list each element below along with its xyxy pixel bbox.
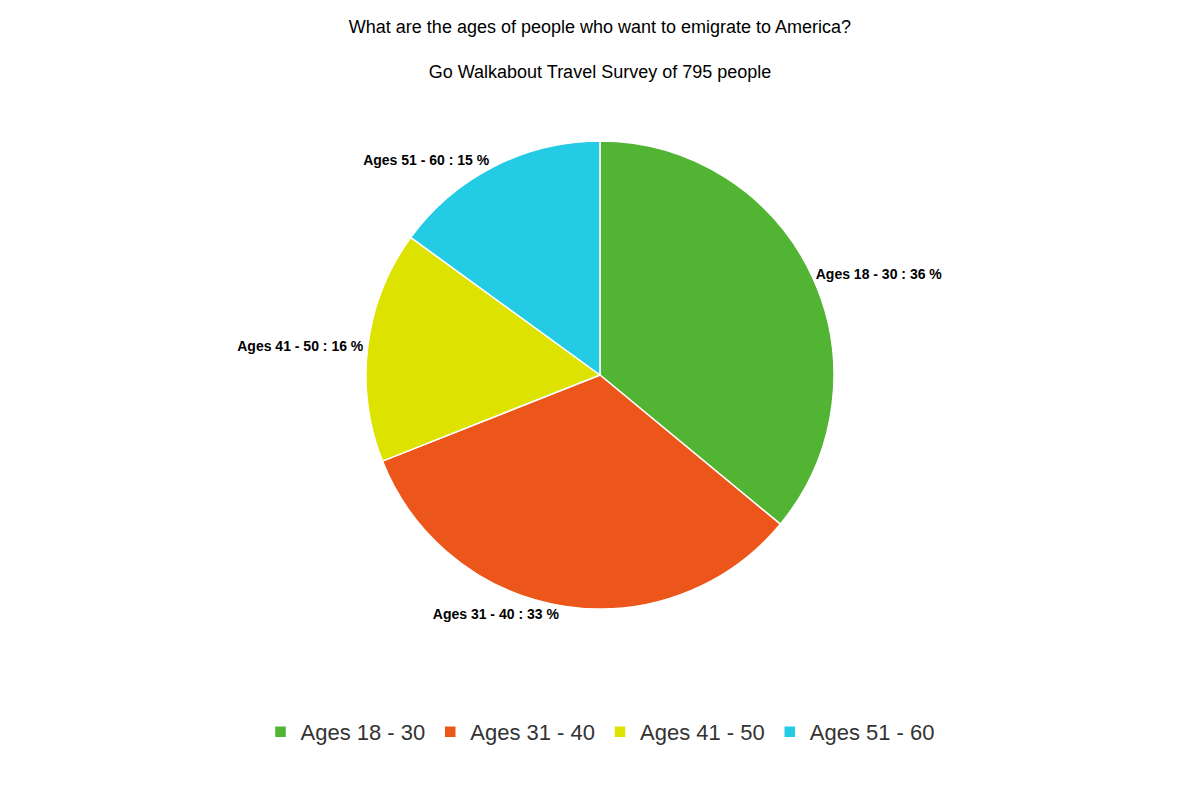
svg-text:Ages 41 - 50 : 16 %: Ages 41 - 50 : 16 % [237,338,364,354]
svg-text:Ages 18 - 30 : 36 %: Ages 18 - 30 : 36 % [816,266,943,282]
svg-text:Ages 41 - 50: Ages 41 - 50 [640,720,765,745]
svg-text:Ages 51 - 60: Ages 51 - 60 [810,720,935,745]
svg-text:Ages 18 - 30: Ages 18 - 30 [301,720,426,745]
svg-text:Ages 51 - 60 : 15 %: Ages 51 - 60 : 15 % [363,152,490,168]
svg-text:Ages 31 - 40: Ages 31 - 40 [470,720,595,745]
svg-text:Ages 31 - 40 : 33 %: Ages 31 - 40 : 33 % [433,606,560,622]
svg-text:What are the ages of people wh: What are the ages of people who want to … [349,17,851,37]
svg-text:Go Walkabout Travel Survey of: Go Walkabout Travel Survey of 795 people [429,62,772,82]
